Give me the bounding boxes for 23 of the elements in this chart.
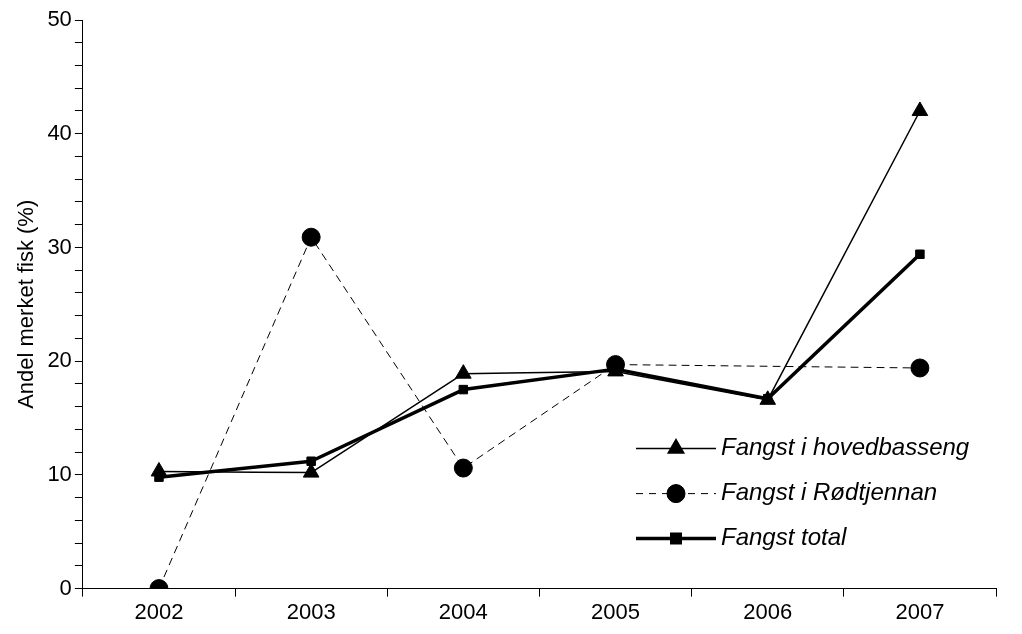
point (301, 227, 321, 247)
y-tick-label: 40 (47, 119, 72, 145)
legend-label: Fangst i Rødtjennan (721, 478, 938, 506)
point (458, 384, 469, 395)
y-tick-label: 0 (59, 574, 72, 600)
point (453, 458, 473, 478)
point (910, 358, 930, 378)
point (306, 456, 316, 466)
y-tick-label: 30 (47, 233, 72, 259)
x-tick-label: 2006 (743, 598, 793, 624)
x-tick-label: 2002 (134, 598, 184, 624)
x-tick-label: 2004 (438, 598, 488, 624)
x-tick-label: 2003 (286, 598, 336, 624)
y-tick-label: 50 (47, 6, 72, 32)
point (915, 249, 925, 260)
y-tick-label: 10 (47, 460, 72, 486)
legend-label: Fangst total (721, 523, 848, 551)
x-tick-label: 2007 (895, 598, 945, 624)
y-tick-label: 20 (47, 347, 72, 373)
x-tick-label: 2005 (591, 598, 641, 624)
point (455, 364, 472, 379)
legend-label: Fangst i hovedbasseng (721, 433, 970, 461)
y-axis-title: Andel merket fisk (%) (13, 199, 39, 409)
